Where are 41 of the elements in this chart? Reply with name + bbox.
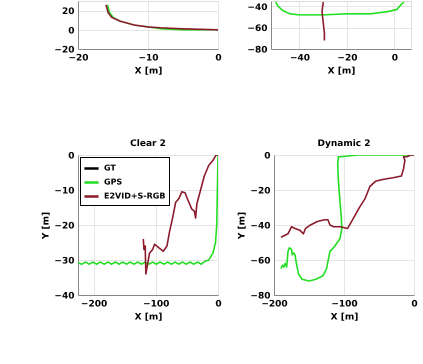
- y-tick-label: 0: [68, 152, 74, 162]
- y-tick-label: −20: [250, 186, 270, 196]
- line-series: [274, 1, 405, 16]
- y-tick-label: −60: [250, 256, 270, 266]
- y-tick-label: −40: [247, 2, 268, 13]
- x-tick-label: −40: [290, 54, 310, 64]
- y-axis-title: Y [m]: [41, 212, 52, 240]
- chart-title: Dynamic 2: [317, 139, 371, 149]
- x-tick-label: 0: [392, 54, 398, 64]
- legend-label: E2VID+S-RGB: [104, 192, 166, 200]
- x-tick-label: 0: [215, 300, 222, 310]
- x-axis-title: X [m]: [328, 66, 356, 76]
- y-axis-title: Y [m]: [237, 212, 248, 240]
- y-tick-label: −40: [250, 222, 270, 232]
- y-tick-label: −20: [54, 222, 74, 232]
- y-tick-label: −10: [54, 186, 74, 196]
- legend-label: GPS: [104, 178, 122, 186]
- y-tick-label: 0: [68, 26, 74, 36]
- y-tick-label: 0: [264, 152, 270, 162]
- line-series: [280, 155, 414, 238]
- y-tick-label: −80: [247, 46, 268, 56]
- y-tick-label: 20: [62, 7, 74, 18]
- y-tick-label: −60: [247, 24, 268, 34]
- x-axis-title: X [m]: [134, 66, 162, 76]
- x-tick-label: −100: [143, 300, 170, 310]
- y-tick-label: −30: [54, 256, 74, 266]
- x-tick-label: 0: [411, 300, 418, 310]
- line-series: [321, 1, 326, 42]
- chart-title: Clear 2: [130, 139, 166, 149]
- x-tick-label: −200: [261, 300, 288, 310]
- x-tick-label: −100: [331, 300, 358, 310]
- y-tick-label: −40: [54, 292, 74, 302]
- y-tick-label: −20: [54, 46, 74, 56]
- y-tick-label: −80: [250, 292, 270, 302]
- x-tick-label: −20: [337, 54, 358, 64]
- legend-label: GT: [104, 164, 116, 172]
- x-axis-title: X [m]: [330, 312, 358, 322]
- x-tick-label: −10: [138, 54, 159, 64]
- x-tick-label: 0: [215, 54, 222, 64]
- x-axis-title: X [m]: [134, 312, 162, 322]
- x-tick-label: −200: [80, 300, 108, 310]
